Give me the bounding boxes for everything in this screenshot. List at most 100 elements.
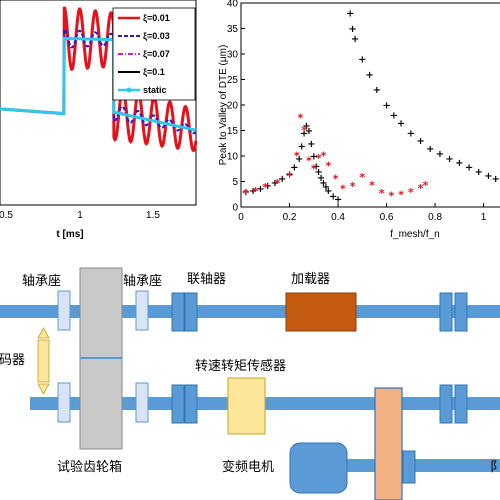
- legend-label-xi007: ξ=0.07: [143, 49, 170, 59]
- right-point-s0-16: +: [314, 167, 322, 178]
- upper-shaft: [0, 305, 500, 318]
- right-point-s0-18: +: [319, 178, 327, 189]
- encoder-arrow-down: [37, 383, 50, 395]
- coupling-motor-a: [402, 450, 416, 484]
- right-point-s0-34: +: [426, 144, 434, 155]
- right-ytick-3: 15: [227, 126, 239, 137]
- right-point-s1-3: *: [275, 177, 281, 190]
- right-chart-ticks: 0 5 10 15 20 25 30 35 40 0 0.2 0.4 0.6 0.8 1: [227, 0, 487, 223]
- right-chart-points: +++++++++++++++++++++++++++++++++++ + + + + +…: [242, 9, 500, 206]
- bearing-seat-lower-left: [57, 382, 71, 423]
- right-point-s0-26: +: [358, 55, 366, 66]
- coupling-lower-b: [184, 384, 198, 424]
- right-point-s1-0: *: [243, 187, 249, 200]
- legend-marker-static: [126, 87, 132, 93]
- encoder-arrow-up: [37, 327, 50, 339]
- right-chart-frame: [240, 2, 500, 208]
- right-point-s0-40: +: [484, 171, 492, 182]
- right-point-s1-10: *: [316, 152, 322, 165]
- right-point-s0-35: +: [436, 149, 444, 160]
- right-point-s0-19: +: [322, 182, 330, 193]
- right-point-s1-16: *: [359, 171, 365, 184]
- test-rig-diagram: 轴承座 轴承座 联轴器 加载器 编码器 转速转矩传感器 试验齿轮箱 变频电机 阝: [0, 267, 500, 500]
- bearing-seat-lower-right: [135, 382, 149, 423]
- coupling-upper-a: [171, 292, 185, 332]
- right-point-s1-1: *: [253, 185, 259, 198]
- right-point-s1-7: *: [301, 124, 307, 137]
- coupling-lower-a: [171, 384, 185, 424]
- left-series-static: [0, 36, 197, 132]
- label-speed-torque-sensor: 转速转矩传感器: [195, 358, 286, 374]
- right-ytick-8: 40: [227, 0, 239, 10]
- right-point-s0-36: +: [445, 154, 453, 165]
- right-xtick-0: 0: [238, 212, 244, 223]
- right-point-s0-21: +: [329, 191, 337, 202]
- right-ytick-5: 25: [227, 75, 239, 86]
- right-point-s0-33: +: [416, 136, 424, 147]
- label-edge-char: 阝: [490, 460, 500, 475]
- right-ytick-2: 10: [227, 152, 239, 163]
- right-point-s0-32: +: [407, 129, 415, 140]
- right-point-s1-19: *: [389, 189, 395, 202]
- legend-label-xi003: ξ=0.03: [143, 31, 170, 41]
- coupling-upper-b: [184, 292, 198, 332]
- right-point-s0-24: +: [348, 24, 356, 35]
- coupling-lower-right-a: [439, 384, 453, 424]
- right-point-s1-5: *: [294, 150, 300, 163]
- left-xtick-1: 1: [77, 210, 83, 221]
- right-point-s1-8: *: [306, 155, 312, 168]
- right-point-s0-30: +: [390, 111, 398, 122]
- right-point-s0-8: +: [295, 154, 303, 165]
- right-point-s0-13: +: [307, 139, 315, 150]
- legend-box: [112, 7, 196, 101]
- label-bearing-seat-left: 轴承座: [22, 274, 61, 289]
- right-point-s0-39: +: [475, 167, 483, 178]
- right-point-s1-13: *: [333, 172, 339, 185]
- label-coupling: 联轴器: [187, 272, 226, 287]
- right-ylabel: Peak to Valley of DTE (μm): [218, 45, 229, 166]
- speed-torque-sensor: [227, 377, 266, 435]
- label-vfd-motor: 变频电机: [222, 459, 274, 475]
- left-chart: ξ=0.01 ξ=0.03 ξ=0.07 ξ=0.1 static 0.5 1 …: [0, 0, 198, 240]
- right-xtick-3: 0.6: [380, 212, 394, 223]
- right-point-s0-20: +: [324, 186, 332, 197]
- right-point-s0-5: +: [278, 174, 286, 185]
- right-point-s0-7: +: [290, 163, 298, 174]
- right-point-s1-18: *: [379, 187, 385, 200]
- right-xtick-4: 0.8: [428, 212, 442, 223]
- right-xlabel: f_mesh/f_n: [390, 229, 439, 240]
- right-point-s0-17: +: [317, 173, 325, 184]
- right-point-s1-14: *: [340, 183, 346, 196]
- encoder: [37, 339, 50, 383]
- bearing-seat-upper-left: [57, 290, 71, 331]
- right-point-s0-22: +: [334, 194, 342, 205]
- right-point-s1-23: *: [422, 179, 428, 192]
- coupling-upper-right-a: [439, 292, 453, 332]
- right-point-s0-41: +: [492, 174, 500, 185]
- right-point-s0-10: +: [300, 129, 308, 140]
- right-point-s1-11: *: [321, 150, 327, 163]
- right-point-s1-2: *: [262, 181, 268, 194]
- right-point-s1-20: *: [398, 188, 404, 201]
- right-point-s0-27: +: [365, 70, 373, 81]
- coupling-upper-right-b: [454, 292, 468, 332]
- right-xtick-5: 1: [481, 212, 487, 223]
- left-xtick-0: 0.5: [0, 210, 13, 221]
- motor-shaft: [345, 459, 500, 472]
- right-point-s0-11: +: [302, 121, 310, 132]
- right-point-s0-9: +: [297, 141, 305, 152]
- right-point-s0-14: +: [310, 152, 318, 163]
- vfd-motor: [289, 442, 348, 494]
- right-ytick-4: 20: [227, 101, 239, 112]
- right-point-s0-38: +: [465, 163, 473, 174]
- right-point-s1-9: *: [311, 162, 317, 175]
- label-encoder: 编码器: [0, 353, 25, 368]
- right-ytick-1: 5: [232, 177, 238, 188]
- legend-label-xi001: ξ=0.01: [143, 13, 170, 23]
- right-point-s0-1: +: [249, 186, 257, 197]
- bearing-seat-upper-right: [135, 290, 149, 331]
- right-point-s1-12: *: [325, 160, 331, 173]
- right-point-s0-4: +: [271, 178, 279, 189]
- right-point-s0-23: +: [346, 9, 354, 20]
